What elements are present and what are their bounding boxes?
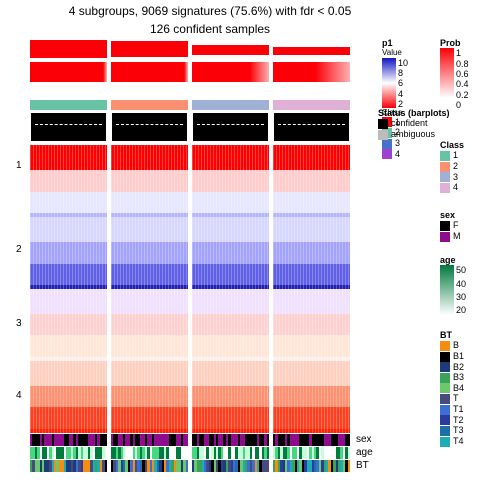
legend-sex: sexFM [440, 210, 461, 242]
page-title: 4 subgroups, 9069 signatures (75.6%) wit… [30, 4, 390, 18]
group-label-3: 3 [16, 318, 22, 329]
anno-bt-label: BT [356, 460, 369, 471]
legend-bt: BTBB1B2B3B4TT1T2T3T4 [440, 330, 464, 447]
legend-age: age50403020 [440, 255, 466, 315]
anno-age-label: age [356, 447, 373, 458]
heatmap [30, 145, 350, 432]
legend-prob: Prob10.80.60.40.20 [440, 38, 469, 98]
annotation-bt [30, 460, 350, 472]
prob-heatstrip [30, 62, 350, 82]
legend-p1: p1Value108642Class1234 [382, 38, 408, 159]
anno-sex-label: sex [356, 434, 372, 445]
group-label-4: 4 [16, 390, 22, 401]
prob-barplot [30, 40, 350, 58]
annotation-age [30, 447, 350, 459]
page-subtitle: 126 confident samples [30, 22, 390, 36]
legend-class: Class1234 [440, 140, 464, 193]
group-label-1: 1 [16, 160, 22, 171]
legend-status: Status (barplots)confidentambiguous [378, 108, 450, 140]
status-strip [30, 112, 350, 142]
class-strip [30, 100, 350, 110]
group-label-2: 2 [16, 244, 22, 255]
annotation-sex [30, 434, 350, 446]
